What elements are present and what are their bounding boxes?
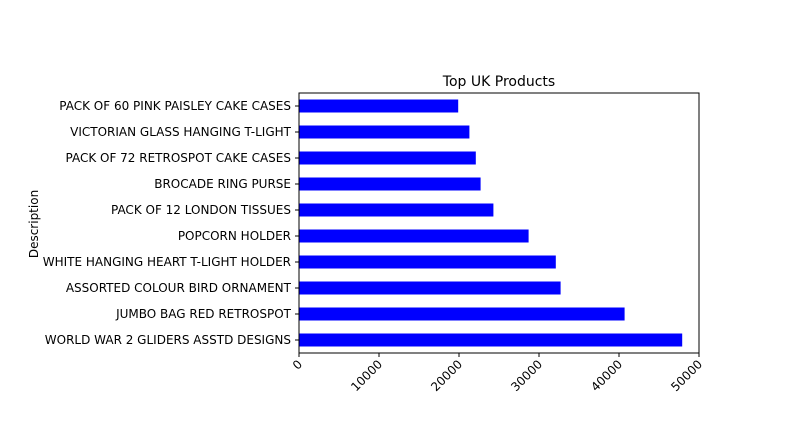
- y-tick-label: BROCADE RING PURSE: [154, 177, 291, 191]
- y-tick-label: PACK OF 12 LONDON TISSUES: [111, 203, 291, 217]
- bar: [299, 177, 481, 191]
- bar: [299, 229, 529, 243]
- bar: [299, 125, 470, 139]
- bar: [299, 255, 556, 269]
- plot-frame: [298, 92, 700, 354]
- bar: [299, 281, 561, 295]
- bar: [299, 307, 625, 321]
- y-tick-label: ASSORTED COLOUR BIRD ORNAMENT: [66, 281, 292, 295]
- y-axis-label: Description: [27, 190, 41, 258]
- y-tick-label: WHITE HANGING HEART T-LIGHT HOLDER: [43, 255, 291, 269]
- chart-title: Top UK Products: [442, 74, 555, 90]
- y-tick-label: PACK OF 60 PINK PAISLEY CAKE CASES: [59, 99, 291, 113]
- y-tick-label: JUMBO BAG RED RETROSPOT: [115, 307, 292, 321]
- bar: [299, 203, 494, 217]
- y-tick-label: POPCORN HOLDER: [178, 229, 291, 243]
- y-tick-label: WORLD WAR 2 GLIDERS ASSTD DESIGNS: [45, 333, 291, 347]
- y-tick-label: PACK OF 72 RETROSPOT CAKE CASES: [65, 151, 291, 165]
- bar: [299, 151, 476, 165]
- bar: [299, 333, 683, 347]
- bar: [299, 99, 459, 113]
- y-tick-label: VICTORIAN GLASS HANGING T-LIGHT: [70, 125, 292, 139]
